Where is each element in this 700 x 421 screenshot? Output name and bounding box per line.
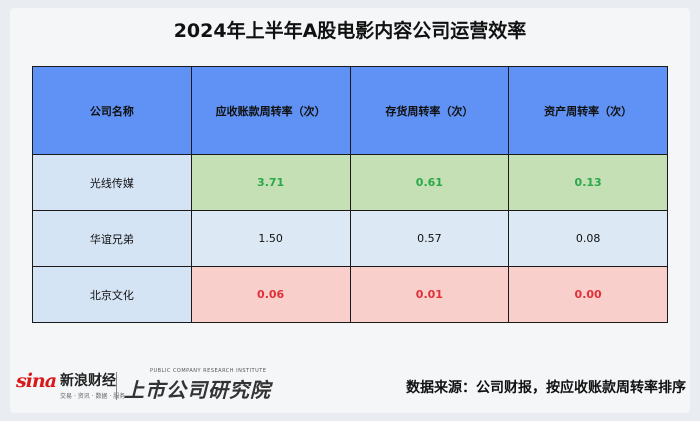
asset-turnover-cell: 0.00 (508, 266, 668, 323)
table-row: 光线传媒 3.71 0.61 0.13 (32, 154, 668, 211)
sina-wordmark: sina (16, 370, 57, 392)
header-receivables-turnover: 应收账款周转率（次） (190, 66, 351, 155)
table-row: 北京文化 0.06 0.01 0.00 (32, 266, 668, 323)
research-institute-logo: PUBLIC COMPANY RESEARCH INSTITUTE 上市公司研究… (124, 368, 271, 403)
receivables-turnover-cell: 0.06 (190, 266, 351, 323)
table-row: 华谊兄弟 1.50 0.57 0.08 (32, 210, 668, 267)
operating-efficiency-table: 公司名称 应收账款周转率（次） 存货周转率（次） 资产周转率（次） 光线传媒 3… (32, 66, 668, 323)
institute-name: 上市公司研究院 (124, 378, 271, 402)
table-header-row: 公司名称 应收账款周转率（次） 存货周转率（次） 资产周转率（次） (32, 66, 668, 155)
company-name-cell: 光线传媒 (32, 154, 192, 211)
sina-finance-logo: sina 新浪财经 交易 · 资讯 · 数据 · 服务 (16, 370, 125, 400)
header-inventory-turnover: 存货周转率（次） (349, 66, 510, 155)
asset-turnover-cell: 0.08 (508, 210, 668, 267)
inventory-turnover-cell: 0.57 (349, 210, 510, 267)
data-source-note: 数据来源：公司财报，按应收账款周转率排序 (406, 380, 686, 396)
header-company: 公司名称 (32, 66, 192, 155)
sina-finance-name: 新浪财经 (60, 373, 117, 389)
receivables-turnover-cell: 1.50 (190, 210, 351, 267)
footer: sina 新浪财经 交易 · 资讯 · 数据 · 服务 PUBLIC COMPA… (0, 360, 700, 410)
receivables-turnover-cell: 3.71 (190, 154, 351, 211)
inventory-turnover-cell: 0.61 (349, 154, 510, 211)
header-asset-turnover: 资产周转率（次） (508, 66, 668, 155)
institute-tagline: PUBLIC COMPANY RESEARCH INSTITUTE (150, 368, 267, 374)
inventory-turnover-cell: 0.01 (349, 266, 510, 323)
logo-divider (116, 372, 117, 400)
asset-turnover-cell: 0.13 (508, 154, 668, 211)
company-name-cell: 北京文化 (32, 266, 192, 323)
page-title: 2024年上半年A股电影内容公司运营效率 (173, 20, 527, 42)
sina-finance-tagline: 交易 · 资讯 · 数据 · 服务 (60, 393, 126, 400)
company-name-cell: 华谊兄弟 (32, 210, 192, 267)
